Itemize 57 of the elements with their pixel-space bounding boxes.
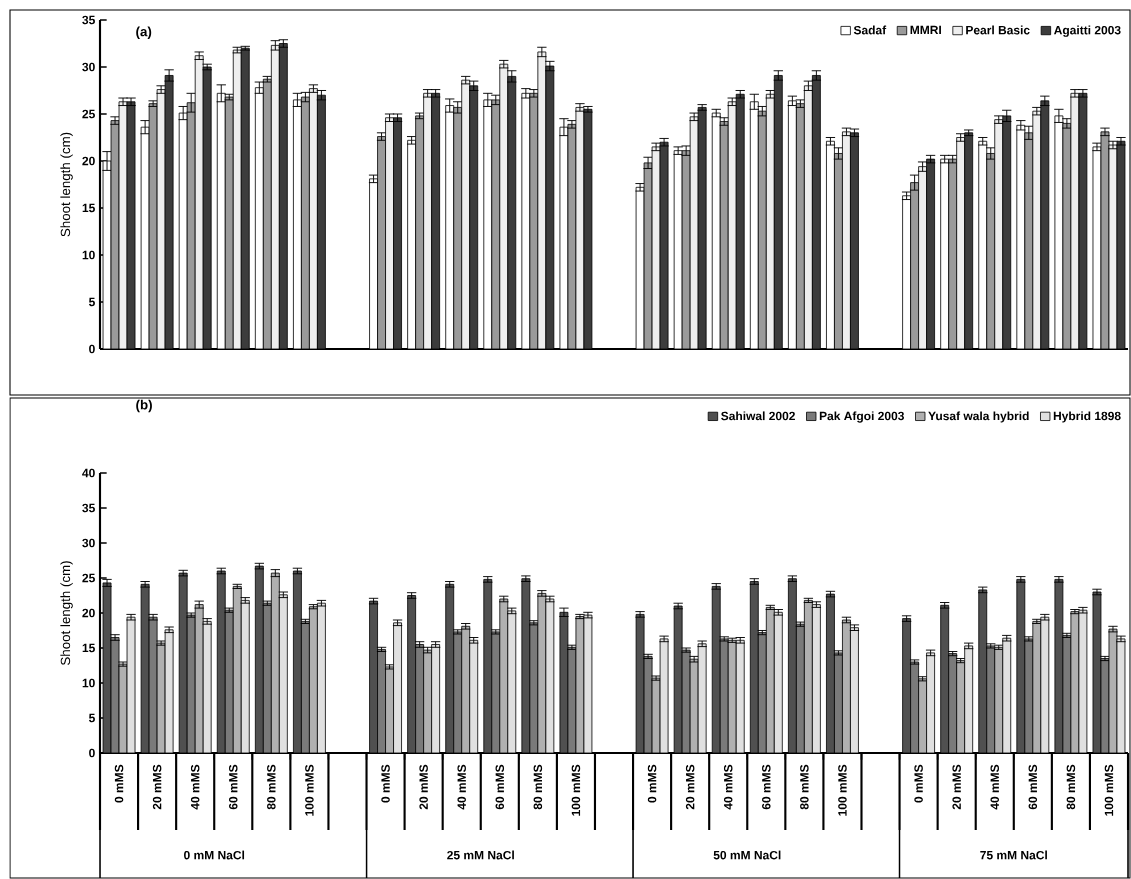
x-tick-label: 80 mMS [1066,764,1076,810]
x-tick-label: 20 mMS [685,764,695,810]
legend-label: Pak Afgoi 2003 [819,411,904,423]
chart-title: (a) [136,26,152,39]
x-tick-label: 20 mMS [952,764,961,810]
legend-label: Agaitti 2003 [1054,25,1121,37]
legend-label: Yusaf wala hybrid [928,411,1029,423]
x-tick-label: 0 mMS [114,764,124,803]
y-tick-label: 25 [82,573,95,583]
x-tick-label: 20 mMS [152,764,162,810]
x-tick-label: 40 mMS [723,764,733,810]
x-tick-label: 100 mMS [838,764,847,816]
y-axis-title: Shoot length (cm) [60,561,73,666]
y-tick-label: 25 [82,109,95,119]
y-tick-label: 35 [82,503,95,513]
x-tick-label: 80 mMS [800,764,809,810]
x-tick-label: 80 mMS [533,764,543,810]
x-tick-label: 100 mMS [571,764,581,816]
chart-title: (b) [136,399,152,413]
y-tick-label: 0 [89,748,95,758]
x-tick-label: 60 mMS [229,764,238,810]
x-tick-label: 60 mMS [1028,764,1038,810]
y-tick-label: 30 [82,62,95,72]
x-tick-label: 40 mMS [990,764,1000,810]
y-tick-label: 0 [89,344,95,354]
x-tick-label: 0 mMS [647,764,657,803]
y-tick-label: 10 [82,678,95,688]
legend-label: Sadaf [853,25,887,35]
y-tick-label: 30 [82,538,95,548]
text: 50 mM NaCl [713,850,781,860]
x-tick-label: 100 mMS [1104,764,1114,816]
legend-label: Pearl Basic [966,25,1030,35]
y-tick-label: 20 [82,156,95,166]
text: 75 mM NaCl [980,850,1047,860]
x-tick-label: 100 mMS [305,764,314,816]
x-tick-label: 60 mMS [495,764,505,810]
x-tick-label: 20 mMS [419,764,428,810]
y-axis-title: Shoot length (cm) [60,132,73,237]
x-tick-label: 0 mMS [381,764,390,803]
y-tick-label: 5 [88,297,95,307]
x-tick-label: 40 mMS [190,764,200,810]
y-tick-label: 20 [82,608,95,618]
y-tick-label: 15 [82,643,95,653]
text: 25 mM NaCl [447,850,514,860]
text: 0 mM NaCl [184,850,245,860]
y-tick-label: 5 [88,713,95,723]
legend-label: Sahiwal 2002 [721,411,795,421]
x-tick-label: 0 mMS [914,764,923,803]
legend-label: Hybrid 1898 [1053,411,1121,423]
y-tick-label: 10 [82,250,95,260]
y-tick-label: 15 [82,203,95,213]
y-tick-label: 35 [82,15,95,25]
y-tick-label: 40 [82,468,95,478]
legend-label: MMRI [910,25,941,35]
x-tick-label: 40 mMS [457,764,466,810]
x-tick-label: 80 mMS [267,764,276,810]
x-tick-label: 60 mMS [762,764,771,810]
